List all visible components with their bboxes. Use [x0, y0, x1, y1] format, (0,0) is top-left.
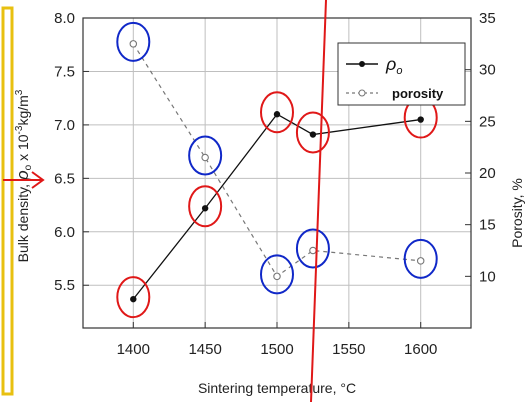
x-tick-label: 1500 [260, 341, 293, 358]
porosity-point [201, 153, 209, 162]
y-tick-label: 6.5 [54, 170, 75, 187]
density-point [309, 131, 317, 138]
legend-rho-label: ρo [385, 54, 402, 77]
y-tick-label: 6.0 [54, 224, 75, 241]
blue-annotation-circle [403, 238, 438, 279]
x-tick-label: 1600 [404, 341, 437, 358]
density-point [130, 295, 137, 303]
x-tick-label: 1400 [117, 341, 150, 358]
blue-annotation-circle [188, 135, 223, 176]
legend-porosity-marker [358, 89, 366, 97]
y-tick-label: 7.0 [54, 117, 75, 134]
density-point [201, 205, 209, 212]
porosity-point [273, 272, 281, 281]
porosity-point [129, 40, 138, 48]
y2-tick-label: 35 [479, 10, 496, 27]
blue-annotation-circle [295, 228, 330, 269]
red-pointer-arrow [3, 171, 45, 189]
y-tick-label: 5.5 [54, 277, 75, 294]
red-annotation-circle [295, 111, 330, 154]
porosity-point [416, 257, 425, 265]
y-axis-title: Bulk density, ρo x 10-3kg/m3 [13, 89, 34, 262]
density-point [417, 116, 424, 123]
blue-annotation-circle [116, 21, 151, 62]
x-tick-label: 1550 [332, 341, 365, 358]
legend-porosity-label: porosity [392, 86, 444, 101]
porosity-point [309, 246, 317, 255]
annotation-layer [116, 21, 438, 319]
blue-annotation-circle [260, 254, 294, 295]
legend-rho-marker [359, 61, 365, 67]
ticks-layer: 1400 1450 1500 1550 1600 5.5 6.0 6.5 7.0 7.5 8.0 10… [54, 10, 496, 358]
y2-tick-label: 15 [479, 217, 496, 234]
series-layer [129, 40, 425, 303]
red-annotation-circle [116, 276, 151, 319]
red-vertical-line [310, 0, 327, 402]
red-annotation-circle [188, 185, 223, 228]
x-axis-title: Sintering temperature, °C [198, 380, 356, 396]
legend-rho-subscript: o [396, 65, 402, 77]
y-tick-label: 7.5 [54, 63, 75, 80]
y2-tick-label: 10 [479, 268, 496, 285]
density-point [273, 111, 281, 118]
x-tick-label: 1450 [188, 341, 221, 358]
legend: ρo porosity [337, 42, 466, 106]
y2-tick-label: 25 [479, 113, 496, 130]
y-tick-label: 8.0 [54, 10, 75, 27]
y2-axis-title: Porosity, % [509, 178, 525, 248]
red-annotation-circle [260, 91, 294, 134]
y2-tick-label: 30 [479, 62, 496, 79]
y2-tick-label: 20 [479, 165, 496, 182]
yellow-annotation-box [1, 6, 14, 396]
